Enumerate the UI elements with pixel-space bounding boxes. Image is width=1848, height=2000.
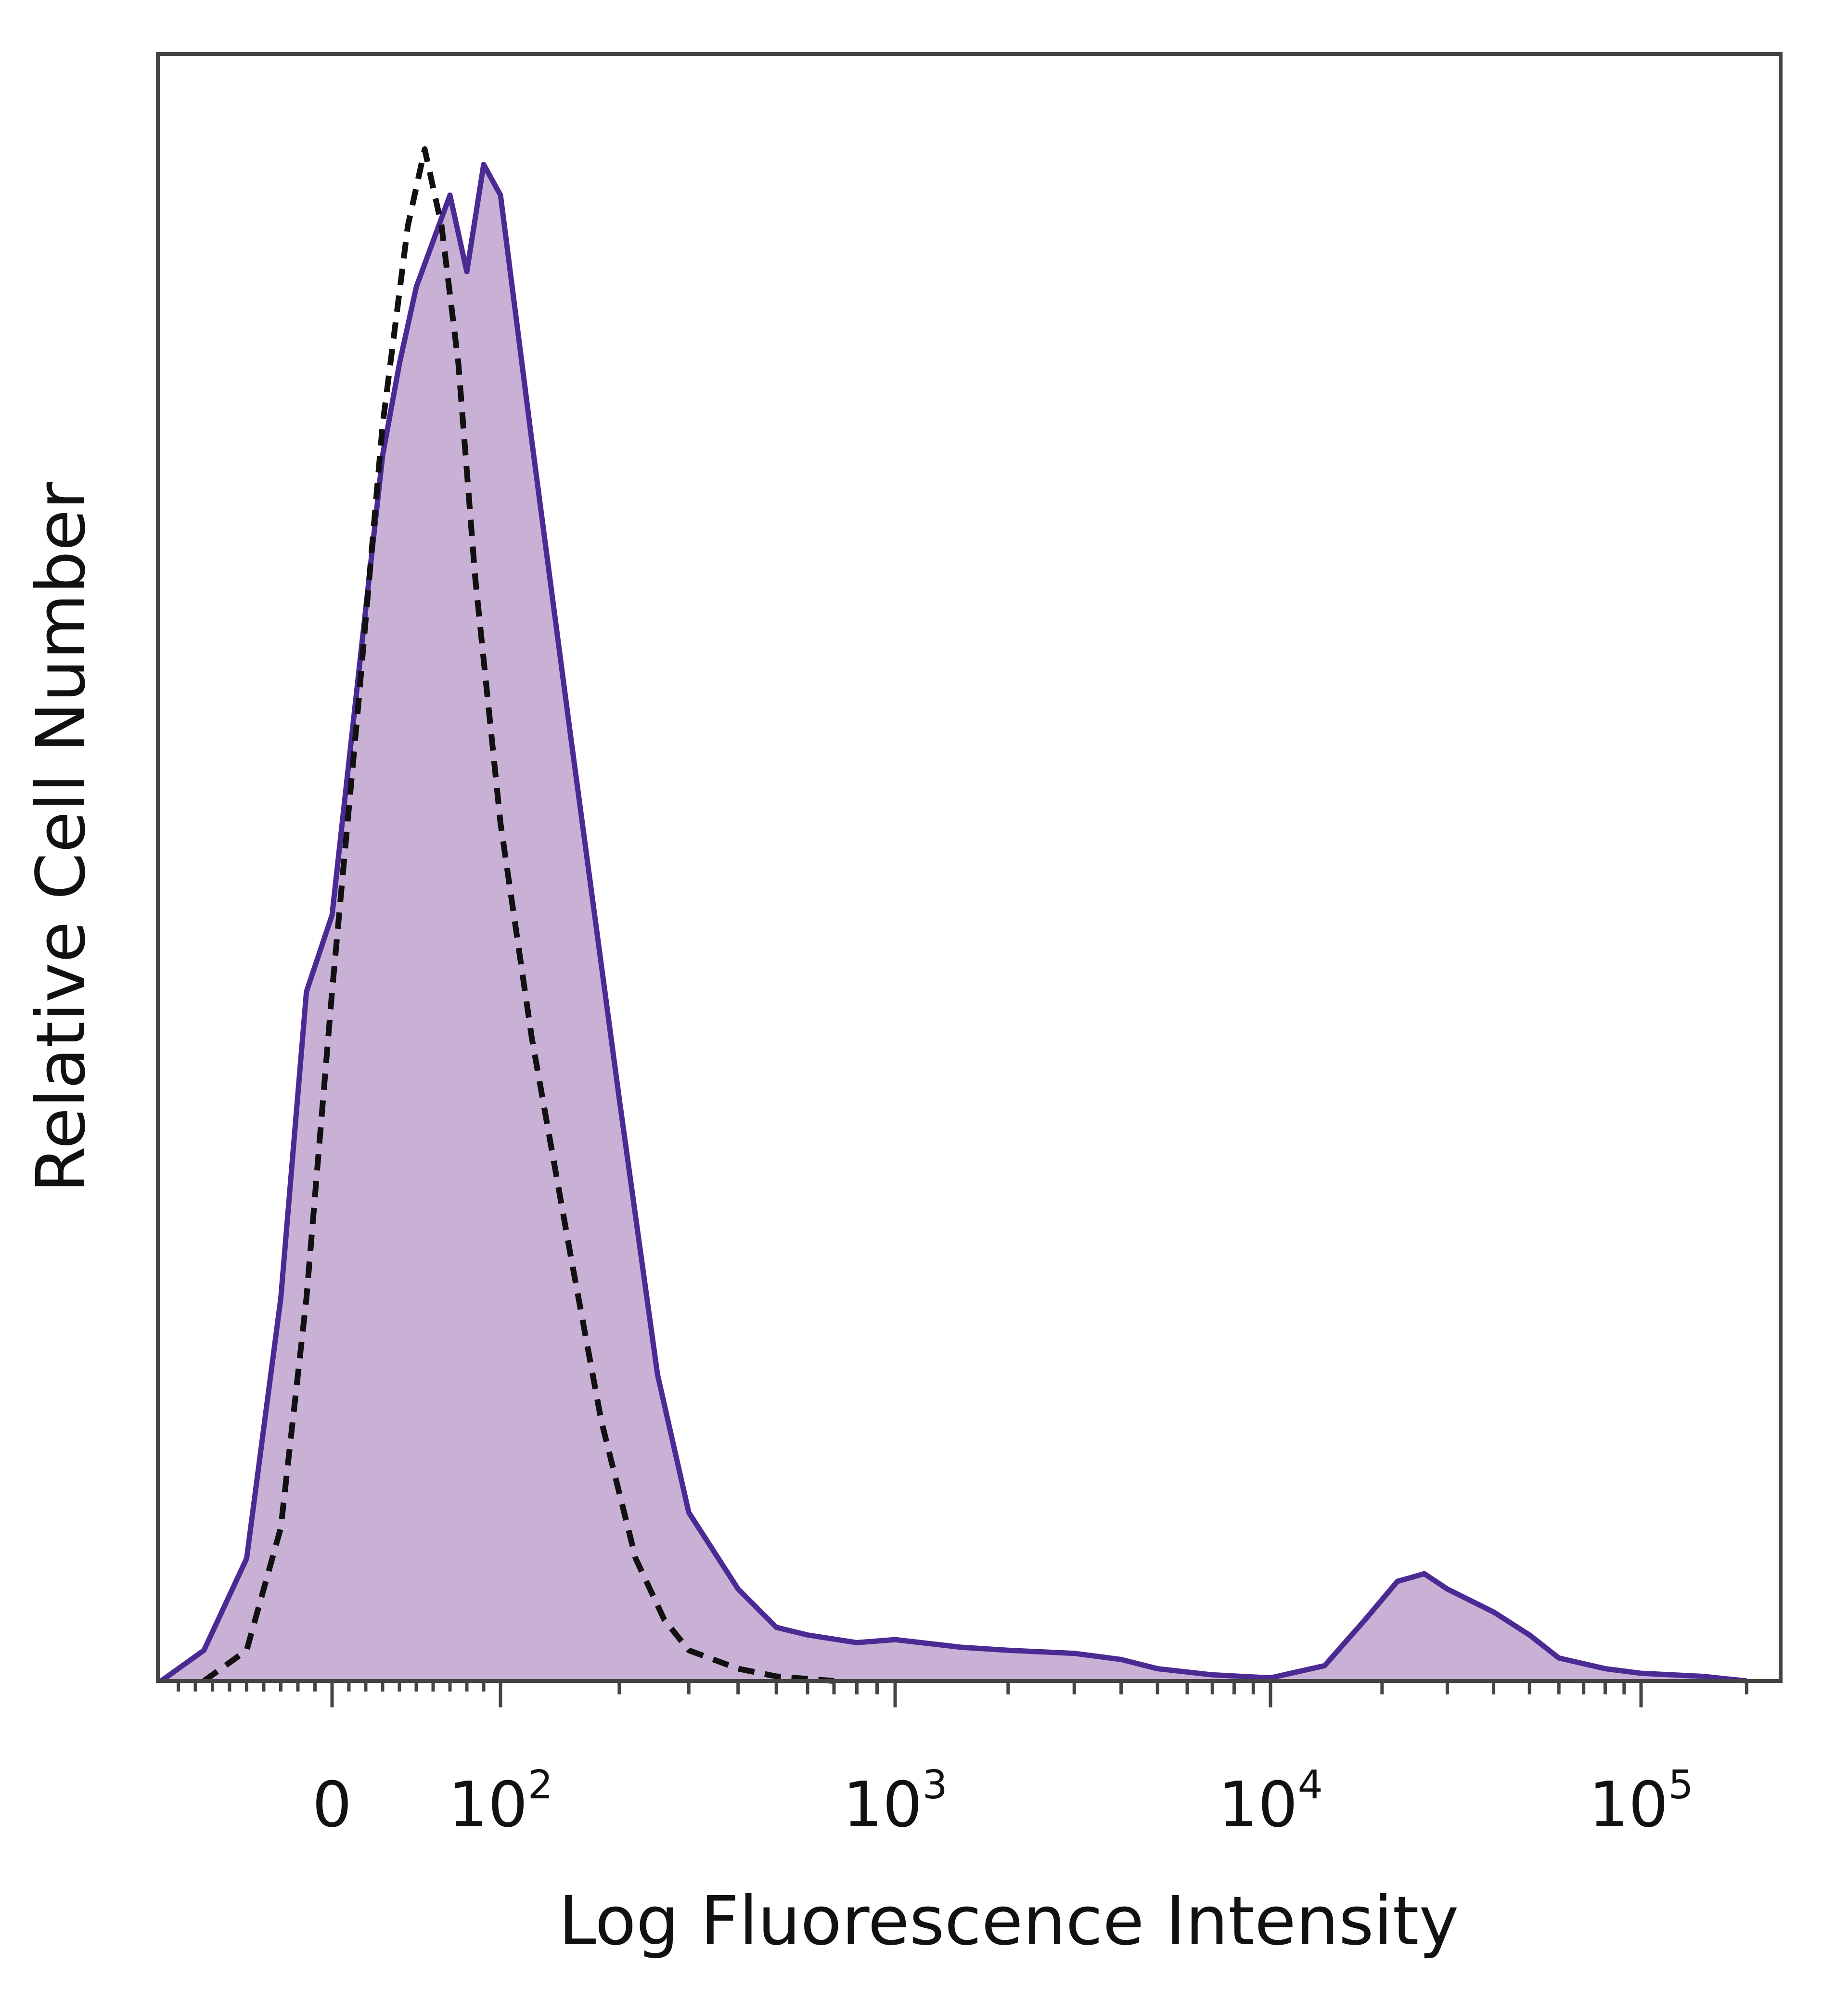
x-axis-tick-labels: 0 102 103 104 105 — [312, 1762, 1694, 1841]
x-axis-title: Log Fluorescence Intensity — [559, 1882, 1459, 1961]
series-1-dashed-line — [202, 146, 834, 1684]
series-layer — [159, 146, 1747, 1684]
plot-frame — [156, 52, 1783, 1683]
x-tick-label: 105 — [1589, 1762, 1694, 1841]
series-0-line — [159, 162, 1747, 1684]
x-tick-label: 102 — [448, 1762, 553, 1841]
x-tick-label: 103 — [843, 1762, 948, 1841]
y-axis-title: Relative Cell Number — [22, 482, 101, 1193]
x-axis-ticks — [177, 1681, 1748, 1707]
x-tick-label: 0 — [312, 1768, 352, 1841]
x-tick-label: 104 — [1218, 1762, 1323, 1841]
series-0-area — [161, 164, 1747, 1681]
